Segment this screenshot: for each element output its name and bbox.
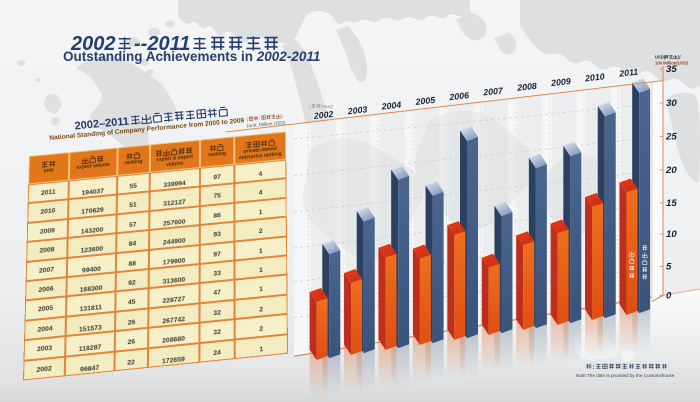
svg-text:100 Million(USD): 100 Million(USD) (655, 61, 689, 66)
svg-text:2008: 2008 (516, 81, 538, 93)
svg-text:/Year): /Year) (321, 104, 334, 109)
svg-text:): ) (281, 114, 284, 120)
svg-text:2002: 2002 (70, 33, 116, 55)
svg-text:2010: 2010 (584, 71, 606, 83)
svg-text:35: 35 (666, 64, 677, 75)
svg-text:0: 0 (666, 291, 672, 302)
svg-text:2006: 2006 (448, 90, 470, 102)
svg-text::: : (259, 117, 261, 122)
svg-text:20: 20 (665, 165, 677, 176)
svg-text:(unit: Million USD): (unit: Million USD) (247, 120, 286, 130)
svg-text:2009: 2009 (550, 76, 572, 88)
svg-text:2003: 2003 (346, 104, 368, 116)
svg-text::: : (593, 365, 595, 371)
svg-text:2004: 2004 (380, 100, 402, 112)
svg-text:--2011: --2011 (134, 33, 190, 55)
svg-text:USD(: USD( (655, 55, 666, 60)
svg-text:2005: 2005 (414, 95, 436, 107)
svg-text:2011: 2011 (618, 67, 639, 79)
svg-text:(: ( (309, 104, 311, 109)
svg-text:25: 25 (665, 132, 677, 143)
svg-text:30: 30 (666, 98, 677, 109)
svg-text:)/: )/ (678, 55, 681, 60)
svg-text:2002–2011: 2002–2011 (74, 116, 129, 133)
svg-text:2002: 2002 (312, 109, 334, 121)
svg-text:(: ( (246, 117, 249, 123)
svg-text:Note:The date is provided by t: Note:The date is provided by the Customs… (576, 373, 675, 378)
svg-text:15: 15 (666, 198, 677, 209)
svg-text:10: 10 (666, 229, 677, 240)
svg-text:2007: 2007 (482, 85, 505, 97)
svg-text:5: 5 (666, 262, 672, 273)
